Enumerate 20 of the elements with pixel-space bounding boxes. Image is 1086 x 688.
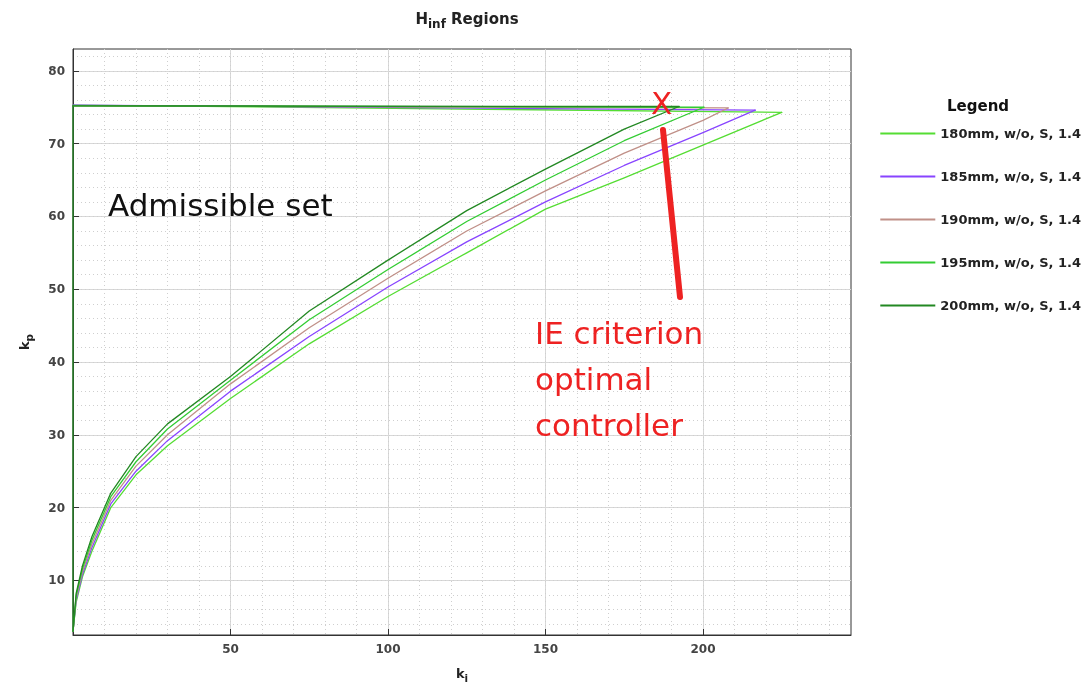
legend-label: 200mm, w/o, S, 1.4 [940,298,1081,313]
legend-label: 195mm, w/o, S, 1.4 [940,255,1081,270]
y-tick-label: 70 [48,136,65,151]
y-tick-label: 40 [48,355,65,370]
y-tick-label: 20 [48,500,65,515]
y-tick-label: 80 [48,63,65,78]
y-tick-label: 50 [48,282,65,297]
x-tick-label: 200 [690,642,716,656]
legend-label: 185mm, w/o, S, 1.4 [940,169,1081,184]
legend-label: 180mm, w/o, S, 1.4 [940,126,1081,141]
x-tick-label: 50 [222,642,239,656]
annotation: Admissible set [108,187,333,223]
y-tick-label: 30 [48,427,65,442]
legend-title: Legend [947,96,1010,115]
legend-label: 190mm, w/o, S, 1.4 [940,212,1081,227]
x-tick-label: 150 [532,642,558,656]
y-tick-label: 10 [48,573,65,588]
annotation: IE criterion optimal controller [535,315,714,443]
x-tick-label: 100 [375,642,401,656]
y-tick-label: 60 [48,209,65,224]
